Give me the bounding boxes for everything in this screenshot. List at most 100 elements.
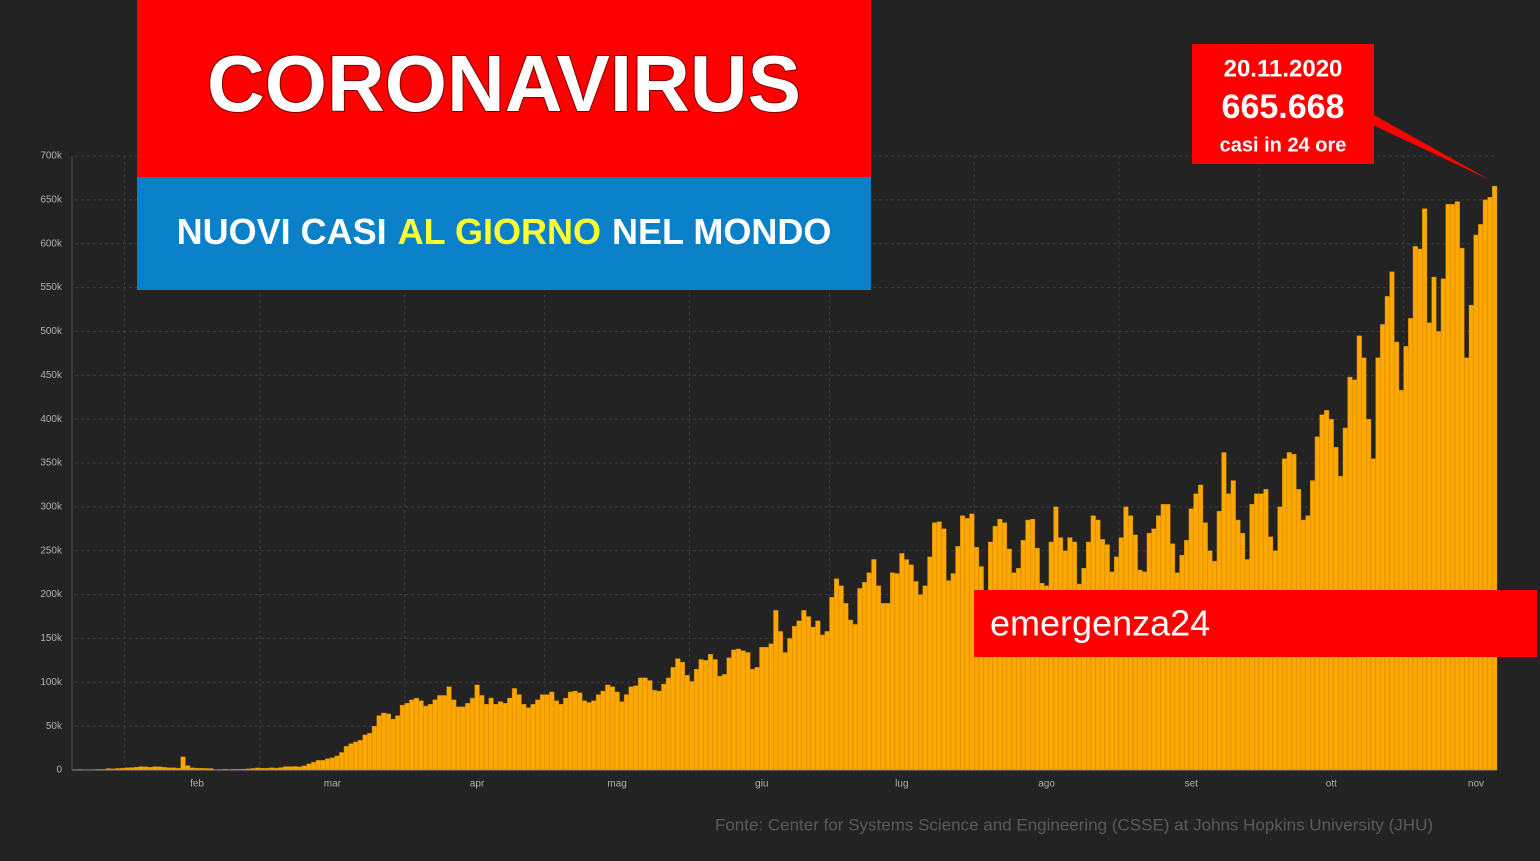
bar bbox=[311, 761, 317, 771]
bar bbox=[563, 697, 569, 771]
bar bbox=[334, 755, 340, 771]
bar bbox=[427, 704, 433, 771]
bar bbox=[362, 734, 368, 771]
brand-box bbox=[974, 590, 1537, 657]
bar bbox=[932, 522, 938, 771]
x-tick-label: set bbox=[1185, 779, 1199, 790]
bar bbox=[805, 616, 812, 771]
bar bbox=[609, 686, 615, 771]
bar bbox=[1207, 550, 1213, 771]
bar bbox=[1179, 554, 1185, 771]
bar bbox=[903, 559, 910, 771]
bar bbox=[451, 699, 457, 771]
bar bbox=[549, 691, 555, 771]
bar bbox=[1464, 357, 1470, 771]
bar bbox=[917, 594, 924, 771]
bar bbox=[735, 648, 742, 771]
bar bbox=[535, 699, 541, 771]
bar bbox=[777, 631, 784, 771]
bar bbox=[843, 603, 849, 771]
callout-date: 20.11.2020 bbox=[1224, 55, 1343, 82]
bar bbox=[371, 725, 377, 771]
bar bbox=[1450, 204, 1456, 771]
bar bbox=[432, 699, 438, 771]
bar bbox=[950, 573, 956, 771]
bar bbox=[1403, 346, 1409, 771]
bar bbox=[357, 739, 363, 771]
bar bbox=[749, 668, 756, 771]
y-tick-label: 100k bbox=[40, 677, 63, 688]
bar bbox=[889, 572, 896, 771]
bar bbox=[740, 650, 746, 771]
bar bbox=[413, 697, 419, 771]
x-tick-label: lug bbox=[895, 779, 908, 790]
bar bbox=[941, 528, 947, 771]
bar bbox=[390, 718, 396, 771]
bar bbox=[665, 677, 672, 771]
bar bbox=[1062, 550, 1068, 771]
bar bbox=[614, 691, 620, 771]
bar bbox=[810, 626, 816, 771]
bar bbox=[497, 701, 503, 771]
bar bbox=[866, 572, 872, 771]
bar bbox=[936, 521, 942, 771]
bar bbox=[1389, 271, 1395, 771]
x-tick-label: nov bbox=[1468, 779, 1484, 790]
subtitle-start: NUOVI CASI bbox=[177, 211, 387, 252]
bar bbox=[507, 697, 513, 771]
bar bbox=[395, 715, 401, 771]
bar bbox=[595, 694, 601, 771]
callout-box bbox=[1192, 44, 1374, 164]
bar bbox=[661, 683, 667, 771]
bar bbox=[824, 631, 830, 771]
bar bbox=[1431, 276, 1437, 771]
bar bbox=[474, 684, 480, 771]
bar bbox=[567, 691, 573, 771]
bar bbox=[404, 703, 410, 771]
bar bbox=[693, 668, 700, 771]
y-tick-label: 200k bbox=[40, 589, 63, 600]
bar bbox=[819, 634, 826, 771]
y-tick-label: 600k bbox=[40, 238, 63, 249]
bar bbox=[670, 667, 676, 771]
bar bbox=[586, 702, 592, 771]
y-tick-label: 500k bbox=[40, 326, 63, 337]
y-tick-label: 400k bbox=[40, 414, 63, 425]
bar bbox=[437, 695, 443, 771]
bar bbox=[675, 658, 681, 771]
bar bbox=[1347, 376, 1353, 771]
brand: emergenza24 bbox=[990, 603, 1210, 644]
bar bbox=[1114, 556, 1120, 771]
bar bbox=[1352, 379, 1358, 771]
bar bbox=[409, 699, 415, 771]
bar bbox=[469, 697, 475, 771]
bar bbox=[1104, 544, 1110, 771]
bar bbox=[927, 556, 933, 771]
source: Fonte: Center for Systems Science and En… bbox=[715, 815, 1433, 834]
bar bbox=[600, 690, 606, 771]
bar bbox=[287, 766, 293, 771]
bar bbox=[460, 706, 466, 771]
bar bbox=[455, 706, 461, 771]
bar bbox=[712, 659, 718, 771]
bar bbox=[418, 700, 424, 771]
bar bbox=[731, 649, 737, 771]
subtitle-end: NEL MONDO bbox=[612, 211, 831, 252]
bar bbox=[745, 652, 751, 771]
bar bbox=[1473, 234, 1479, 771]
x-tick-label: ott bbox=[1326, 779, 1337, 790]
bar bbox=[292, 766, 298, 771]
bar bbox=[367, 732, 373, 771]
bar bbox=[1380, 324, 1386, 771]
bar bbox=[539, 694, 545, 771]
bar bbox=[399, 704, 405, 771]
bar bbox=[647, 680, 653, 771]
bar bbox=[441, 695, 447, 771]
bar bbox=[605, 684, 611, 771]
bar bbox=[801, 610, 807, 771]
bar bbox=[717, 675, 723, 771]
bar bbox=[581, 700, 587, 771]
bar bbox=[847, 619, 854, 771]
